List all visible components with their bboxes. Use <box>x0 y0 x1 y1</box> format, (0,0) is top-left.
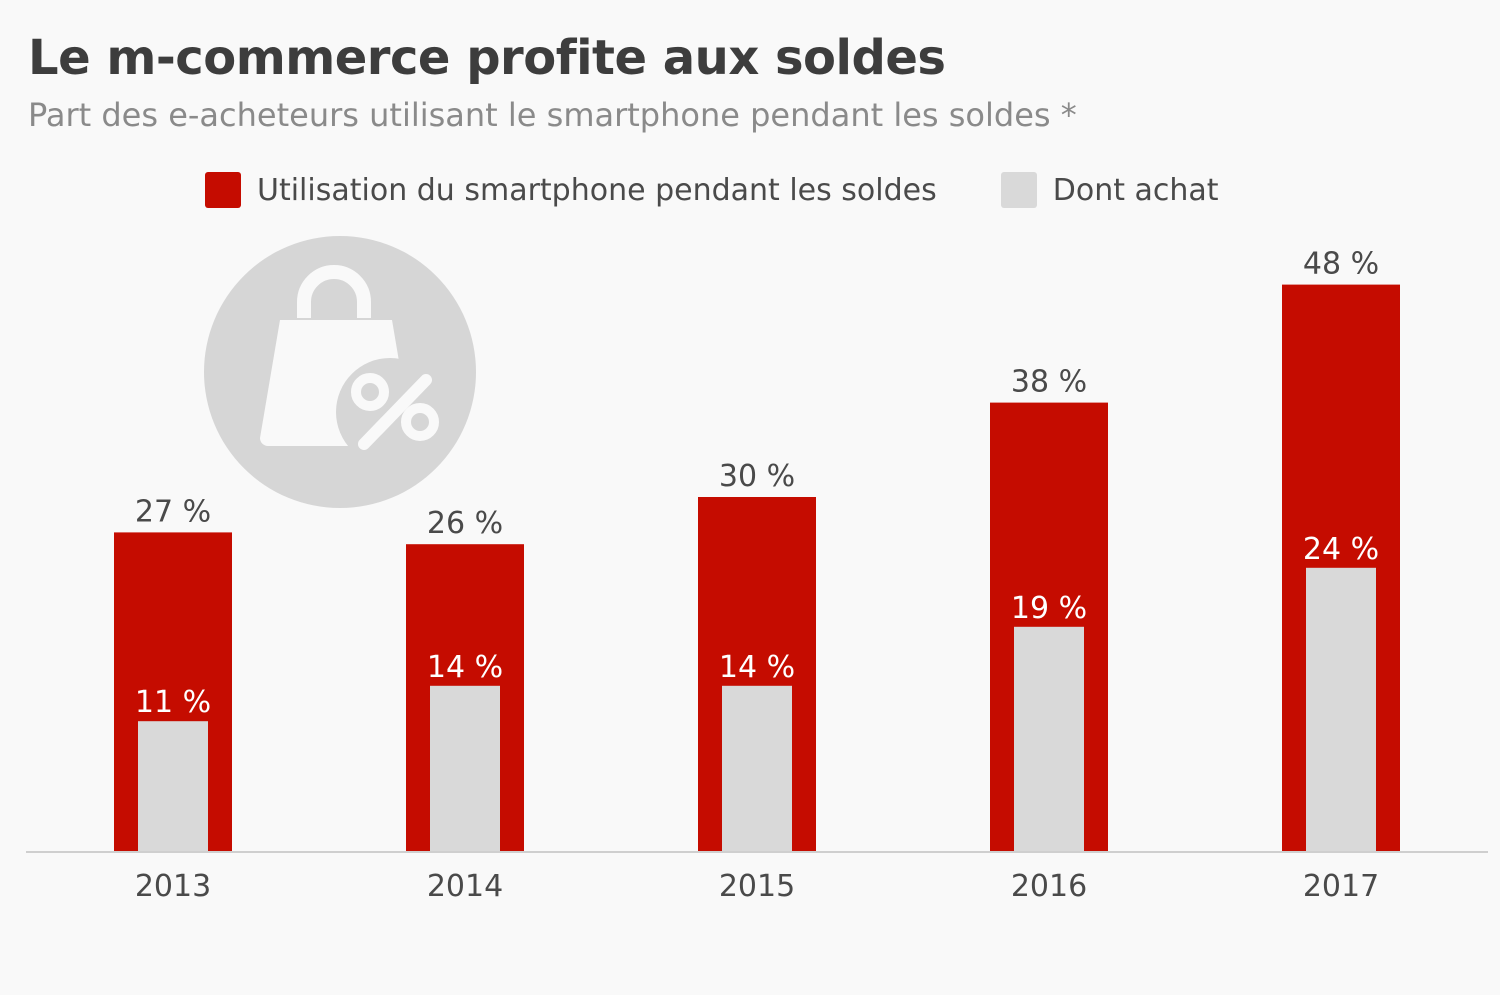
x-tick-label-2014: 2014 <box>427 869 503 904</box>
bar-purchase-2016 <box>1014 626 1084 851</box>
data-label-purchase-2016: 19 % <box>1011 591 1087 626</box>
data-label-smartphone-use-2014: 26 % <box>427 506 503 541</box>
data-label-purchase-2013: 11 % <box>135 685 211 720</box>
legend-swatch-grey <box>1000 172 1037 208</box>
bar-purchase-2013 <box>138 721 208 851</box>
legend-label-purchase: Dont achat <box>1052 172 1219 208</box>
legend-label-smartphone-use: Utilisation du smartphone pendant les so… <box>257 172 937 208</box>
data-label-purchase-2014: 14 % <box>427 650 503 685</box>
chart-subtitle: Part des e-acheteurs utilisant le smartp… <box>28 96 1077 134</box>
x-tick-label-2017: 2017 <box>1303 869 1379 904</box>
legend-item-purchase: Dont achat <box>1000 172 1219 208</box>
legend: Utilisation du smartphone pendant les so… <box>205 168 1219 212</box>
data-label-purchase-2015: 14 % <box>719 650 795 685</box>
bar-purchase-2017 <box>1306 567 1376 851</box>
data-label-purchase-2017: 24 % <box>1303 532 1379 567</box>
data-label-smartphone-use-2017: 48 % <box>1303 247 1379 282</box>
chart-title: Le m-commerce profite aux soldes <box>28 30 946 86</box>
legend-item-smartphone-use: Utilisation du smartphone pendant les so… <box>205 172 937 208</box>
shopping-bag-percent-icon <box>204 236 476 508</box>
x-tick-label-2016: 2016 <box>1011 869 1087 904</box>
legend-swatch-red <box>205 172 241 208</box>
data-label-smartphone-use-2016: 38 % <box>1011 365 1087 400</box>
bar-purchase-2014 <box>430 685 500 851</box>
x-tick-label-2013: 2013 <box>135 869 211 904</box>
bar-purchase-2015 <box>722 685 792 851</box>
x-tick-label-2015: 2015 <box>719 869 795 904</box>
data-label-smartphone-use-2013: 27 % <box>135 494 211 529</box>
data-label-smartphone-use-2015: 30 % <box>719 459 795 494</box>
